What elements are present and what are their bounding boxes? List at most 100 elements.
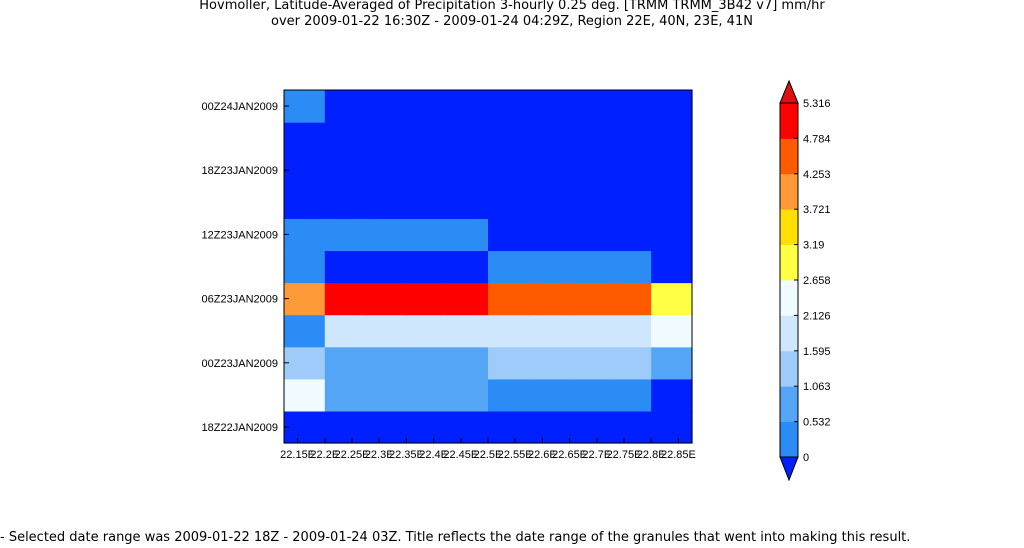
- heatmap-cell: [528, 154, 571, 187]
- y-tick-label: 06Z23JAN2009: [202, 294, 278, 306]
- colorbar-segment: [780, 138, 798, 175]
- heatmap-cell: [569, 90, 611, 123]
- heatmap-cell: [324, 378, 367, 412]
- heatmap-cell: [488, 378, 530, 412]
- x-tick-label: 22.6E: [528, 449, 557, 461]
- y-tick-label: 00Z24JAN2009: [202, 101, 278, 113]
- heatmap-cell: [610, 378, 652, 412]
- colorbar-label: 1.063: [803, 381, 831, 393]
- heatmap-cell: [610, 154, 652, 187]
- heatmap-cell: [406, 218, 448, 252]
- colorbar-segment: [780, 350, 798, 387]
- heatmap-cell: [488, 154, 530, 187]
- x-tick-label: 22.5E: [474, 449, 503, 461]
- heatmap-cell: [651, 122, 693, 155]
- colorbar-label: 5.316: [803, 98, 831, 110]
- heatmap-cell: [284, 250, 326, 284]
- x-tick-label: 22.75E: [607, 449, 642, 461]
- heatmap-cell: [569, 186, 611, 219]
- y-tick-label: 12Z23JAN2009: [202, 229, 278, 241]
- heatmap-cell: [324, 154, 367, 187]
- heatmap-cell: [284, 186, 326, 219]
- colorbar-segment: [780, 421, 798, 458]
- heatmap-cell: [324, 218, 367, 252]
- heatmap-cell: [447, 282, 489, 316]
- x-tick-label: 22.55E: [498, 449, 533, 461]
- heatmap-cell: [406, 122, 448, 155]
- heatmap-cell: [324, 282, 367, 316]
- heatmap-cell: [324, 314, 367, 348]
- heatmap-cell: [569, 314, 611, 348]
- heatmap-cell: [610, 122, 652, 155]
- heatmap-cell: [569, 250, 611, 284]
- heatmap-cell: [569, 346, 611, 380]
- colorbar-segment: [780, 209, 798, 245]
- heatmap-cell: [284, 346, 326, 380]
- heatmap-cell: [406, 378, 448, 412]
- heatmap-cell: [284, 122, 326, 155]
- heatmap-cell: [610, 250, 652, 284]
- heatmap-cell: [447, 186, 489, 219]
- colorbar-label: 2.658: [803, 275, 831, 287]
- heatmap-cell: [365, 314, 407, 348]
- heatmap-cell: [284, 410, 326, 444]
- heatmap-cell: [488, 250, 530, 284]
- heatmap-cell: [406, 346, 448, 380]
- heatmap-cell: [406, 250, 448, 284]
- colorbar-segment: [780, 386, 798, 422]
- heatmap-cell: [528, 346, 571, 380]
- x-tick-label: 22.4E: [419, 449, 448, 461]
- heatmap-cell: [488, 282, 530, 316]
- heatmap-cell: [488, 314, 530, 348]
- heatmap-cell: [406, 282, 448, 316]
- heatmap-cell: [569, 122, 611, 155]
- colorbar-over-triangle: [779, 79, 799, 104]
- x-tick-label: 22.65E: [552, 449, 587, 461]
- heatmap-cell: [488, 346, 530, 380]
- heatmap-cell: [447, 378, 489, 412]
- heatmap-cell: [610, 186, 652, 219]
- heatmap-cell: [284, 90, 326, 123]
- heatmap-cell: [528, 378, 571, 412]
- heatmap-cell: [365, 90, 407, 123]
- footnote: - Selected date range was 2009-01-22 18Z…: [0, 530, 911, 545]
- heatmap-cell: [324, 250, 367, 284]
- heatmap-cell: [528, 90, 571, 123]
- heatmap-cell: [651, 410, 693, 444]
- colorbar-label: 3.721: [803, 204, 831, 216]
- heatmap-cell: [324, 90, 367, 123]
- heatmap-cell: [610, 218, 652, 252]
- heatmap-cell: [365, 186, 407, 219]
- heatmap-cell: [284, 314, 326, 348]
- heatmap-cell: [488, 186, 530, 219]
- heatmap-cell: [284, 378, 326, 412]
- heatmap-cell: [365, 154, 407, 187]
- heatmap-cell: [324, 186, 367, 219]
- heatmap-cell: [447, 122, 489, 155]
- heatmap-cell: [651, 218, 693, 252]
- colorbar-label: 0.532: [803, 417, 831, 429]
- heatmap-cell: [610, 282, 652, 316]
- heatmap-cell: [528, 122, 571, 155]
- heatmap-cell: [365, 346, 407, 380]
- x-tick-label: 22.45E: [443, 449, 478, 461]
- heatmap-cell: [406, 90, 448, 123]
- heatmap-cell: [569, 410, 611, 444]
- x-tick-label: 22.15E: [280, 449, 315, 461]
- heatmap-cell: [651, 314, 693, 348]
- heatmap-cell: [569, 378, 611, 412]
- colorbar-label: 0: [803, 452, 809, 464]
- x-tick-label: 22.2E: [310, 449, 339, 461]
- heatmap-cell: [528, 314, 571, 348]
- colorbar-label: 2.126: [803, 310, 831, 322]
- colorbar-under-triangle: [779, 456, 799, 482]
- heatmap-cell: [651, 378, 693, 412]
- heatmap-cell: [447, 154, 489, 187]
- x-tick-label: 22.85E: [661, 449, 696, 461]
- heatmap-cell: [528, 186, 571, 219]
- y-tick-label: 18Z22JAN2009: [202, 422, 278, 434]
- heatmap-cell: [610, 90, 652, 123]
- x-tick-label: 22.3E: [365, 449, 394, 461]
- heatmap-cell: [365, 122, 407, 155]
